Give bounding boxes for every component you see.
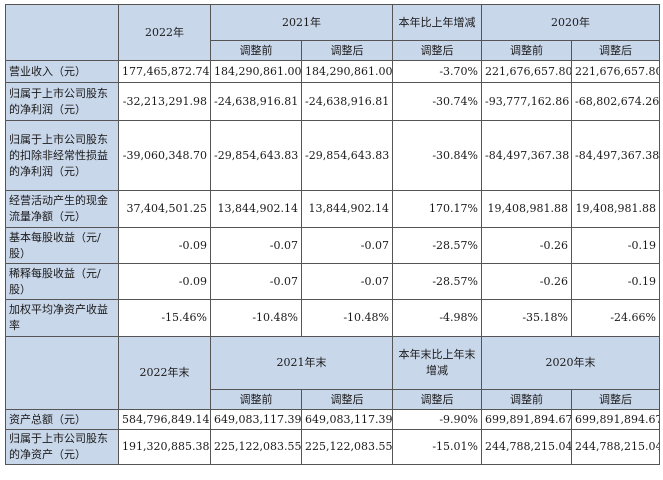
table-row: 归属于上市公司股东的扣除非经常性损益的净利润（元） -39,060,348.70…: [5, 120, 660, 191]
header-change: 本年比上年增减: [392, 4, 482, 41]
cell-2020-after: -68,802,674.26: [571, 82, 660, 121]
table-row: 加权平均净资产收益率 -15.46% -10.48% -10.48% -4.98…: [5, 299, 660, 337]
cell-2021-before: 225,122,083.55: [210, 429, 302, 465]
header-2020-end: 2020年末: [481, 336, 660, 390]
cell-2022: -32,213,291.98: [118, 82, 211, 121]
row-label: 经营活动产生的现金流量净额（元）: [5, 190, 119, 228]
table-row: 营业收入（元） 177,465,872.74 184,290,861.00 18…: [5, 60, 660, 83]
cell-2021-after: -0.07: [301, 263, 393, 300]
table-row: 基本每股收益（元/股） -0.09 -0.07 -0.07 -28.57% -0…: [5, 227, 660, 264]
row-label: 资产总额（元）: [5, 409, 119, 430]
cell-2020-before: -84,497,367.38: [481, 120, 572, 191]
cell-2022: 37,404,501.25: [118, 190, 211, 228]
header-2021-before: 调整前: [210, 40, 302, 61]
header-row-2: 调整前 调整后 调整后 调整前 调整后: [6, 40, 660, 61]
cell-2021-after: 13,844,902.14: [301, 190, 393, 228]
cell-2020-after: -24.66%: [571, 299, 660, 337]
cell-2021-after: -24,638,916.81: [301, 82, 393, 121]
cell-2021-before: 184,290,861.00: [210, 60, 302, 83]
cell-2021-after: -10.48%: [301, 299, 393, 337]
table-row: 稀释每股收益（元/股） -0.09 -0.07 -0.07 -28.57% -0…: [5, 263, 660, 300]
header-2020-end-before: 调整前: [481, 389, 572, 410]
cell-2021-after: 225,122,083.55: [301, 429, 393, 465]
cell-2020-before: 244,788,215.04: [481, 429, 572, 465]
header-2021-end: 2021年末: [210, 336, 393, 390]
header-change-after: 调整后: [392, 40, 482, 61]
cell-2021-before: 13,844,902.14: [210, 190, 302, 228]
cell-2020-after: -84,497,367.38: [571, 120, 660, 191]
header-2022-end: 2022年末: [118, 336, 211, 410]
cell-2020-after: 699,891,894.67: [571, 409, 660, 430]
cell-2022: -0.09: [118, 227, 211, 264]
cell-2022: 584,796,849.14: [118, 409, 211, 430]
cell-change: -4.98%: [392, 299, 482, 337]
cell-change: -3.70%: [392, 60, 482, 83]
cell-2020-after: 221,676,657.80: [571, 60, 660, 83]
financial-summary: 2022年 2021年 本年比上年增减 2020年 调整前 调整后 调整后 调整…: [5, 4, 660, 465]
header-row-1: 2022年 2021年 本年比上年增减 2020年: [5, 4, 660, 61]
cell-change: -28.57%: [392, 227, 482, 264]
header-change-end: 本年末比上年末增减: [392, 336, 482, 390]
cell-2022: 177,465,872.74: [118, 60, 211, 83]
cell-2021-before: -10.48%: [210, 299, 302, 337]
header-2020-after: 调整后: [571, 40, 660, 61]
cell-2020-before: -35.18%: [481, 299, 572, 337]
table-row: 资产总额（元） 584,796,849.14 649,083,117.39 64…: [5, 409, 660, 430]
cell-2021-before: -24,638,916.81: [210, 82, 302, 121]
cell-2022: -15.46%: [118, 299, 211, 337]
cell-2021-before: -29,854,643.83: [210, 120, 302, 191]
header-change-end-after: 调整后: [392, 389, 482, 410]
cell-2020-after: 19,408,981.88: [571, 190, 660, 228]
cell-2020-before: 699,891,894.67: [481, 409, 572, 430]
cell-2020-before: -93,777,162.86: [481, 82, 572, 121]
header-2020: 2020年: [481, 4, 660, 41]
cell-2020-before: -0.26: [481, 263, 572, 300]
cell-2020-before: -0.26: [481, 227, 572, 264]
header-2021-after: 调整后: [301, 40, 393, 61]
header-2020-before: 调整前: [481, 40, 572, 61]
header-blank: [5, 4, 119, 61]
header-row-3: 2022年末 2021年末 本年末比上年末增减 2020年末: [5, 336, 660, 410]
header-blank-2: [5, 336, 119, 410]
cell-2020-after: -0.19: [571, 227, 660, 264]
row-label: 基本每股收益（元/股）: [5, 227, 119, 264]
cell-2021-before: -0.07: [210, 263, 302, 300]
table-row: 归属于上市公司股东的净资产（元） 191,320,885.38 225,122,…: [5, 429, 660, 465]
header-2021-end-before: 调整前: [210, 389, 302, 410]
header-2020-end-after: 调整后: [571, 389, 660, 410]
cell-change: -15.01%: [392, 429, 482, 465]
financial-table: 2022年 2021年 本年比上年增减 2020年 调整前 调整后 调整后 调整…: [5, 4, 660, 465]
cell-2022: -39,060,348.70: [118, 120, 211, 191]
row-label: 归属于上市公司股东的净资产（元）: [5, 429, 119, 465]
cell-change: 170.17%: [392, 190, 482, 228]
cell-change: -30.84%: [392, 120, 482, 191]
cell-2020-before: 19,408,981.88: [481, 190, 572, 228]
row-label: 归属于上市公司股东的净利润（元）: [5, 82, 119, 121]
row-label: 加权平均净资产收益率: [5, 299, 119, 337]
row-label: 稀释每股收益（元/股）: [5, 263, 119, 300]
cell-change: -30.74%: [392, 82, 482, 121]
cell-2022: -0.09: [118, 263, 211, 300]
header-2021-end-after: 调整后: [301, 389, 393, 410]
header-2022: 2022年: [118, 4, 211, 61]
table-row: 经营活动产生的现金流量净额（元） 37,404,501.25 13,844,90…: [5, 190, 660, 228]
header-2021: 2021年: [210, 4, 393, 41]
cell-2020-after: 244,788,215.04: [571, 429, 660, 465]
cell-change: -28.57%: [392, 263, 482, 300]
cell-2021-before: 649,083,117.39: [210, 409, 302, 430]
cell-2022: 191,320,885.38: [118, 429, 211, 465]
cell-2021-after: 649,083,117.39: [301, 409, 393, 430]
cell-2021-before: -0.07: [210, 227, 302, 264]
cell-2021-after: -29,854,643.83: [301, 120, 393, 191]
table-row: 归属于上市公司股东的净利润（元） -32,213,291.98 -24,638,…: [5, 82, 660, 121]
cell-2020-after: -0.19: [571, 263, 660, 300]
cell-2020-before: 221,676,657.80: [481, 60, 572, 83]
row-label: 营业收入（元）: [5, 60, 119, 83]
cell-2021-after: -0.07: [301, 227, 393, 264]
cell-change: -9.90%: [392, 409, 482, 430]
cell-2021-after: 184,290,861.00: [301, 60, 393, 83]
row-label: 归属于上市公司股东的扣除非经常性损益的净利润（元）: [5, 120, 119, 191]
